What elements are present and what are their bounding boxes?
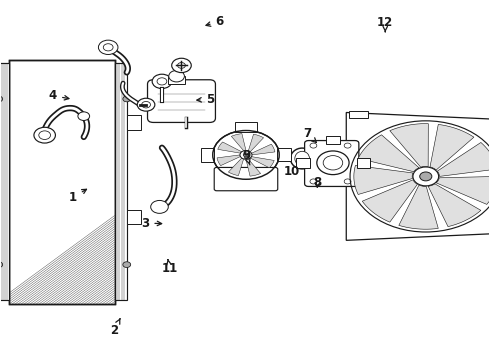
Ellipse shape	[295, 151, 310, 166]
Polygon shape	[428, 184, 481, 227]
Circle shape	[98, 40, 118, 54]
Circle shape	[34, 127, 55, 143]
Circle shape	[310, 179, 317, 184]
Circle shape	[0, 262, 2, 267]
Text: 1: 1	[69, 189, 87, 204]
Polygon shape	[246, 159, 261, 176]
Circle shape	[172, 58, 191, 73]
Polygon shape	[354, 166, 413, 194]
Circle shape	[152, 74, 171, 89]
Text: 8: 8	[313, 176, 321, 189]
Circle shape	[169, 71, 184, 82]
Circle shape	[244, 153, 248, 157]
Circle shape	[420, 172, 432, 181]
Bar	[200, 148, 214, 162]
Bar	[277, 148, 292, 161]
Circle shape	[310, 143, 317, 148]
Polygon shape	[218, 142, 242, 153]
Bar	[349, 111, 368, 118]
Circle shape	[344, 179, 351, 184]
Bar	[296, 158, 310, 168]
Polygon shape	[438, 143, 490, 176]
Bar	[357, 158, 369, 168]
Bar	[168, 76, 185, 84]
Text: 12: 12	[377, 16, 393, 32]
Polygon shape	[231, 134, 246, 151]
Circle shape	[240, 150, 252, 159]
Polygon shape	[217, 155, 241, 166]
FancyBboxPatch shape	[147, 80, 216, 122]
Circle shape	[123, 96, 131, 102]
Bar	[9, 60, 115, 304]
Text: 11: 11	[162, 260, 178, 275]
Text: 10: 10	[284, 165, 300, 178]
FancyBboxPatch shape	[305, 140, 359, 186]
Text: 3: 3	[141, 216, 162, 230]
Circle shape	[344, 143, 351, 148]
Polygon shape	[436, 176, 490, 204]
Text: 2: 2	[110, 319, 120, 337]
Polygon shape	[228, 158, 244, 176]
Bar	[0, 63, 9, 300]
Bar	[127, 210, 142, 224]
Circle shape	[0, 96, 2, 102]
Ellipse shape	[291, 148, 314, 169]
Bar	[235, 122, 257, 132]
Bar	[127, 115, 142, 130]
Circle shape	[78, 112, 90, 121]
Polygon shape	[346, 112, 490, 240]
Text: 6: 6	[206, 15, 224, 28]
FancyBboxPatch shape	[214, 167, 278, 191]
Circle shape	[123, 262, 131, 267]
Bar	[326, 136, 340, 144]
Circle shape	[213, 131, 279, 179]
Polygon shape	[251, 144, 275, 155]
Circle shape	[137, 98, 155, 111]
Polygon shape	[390, 123, 428, 167]
Text: 7: 7	[303, 127, 317, 143]
Text: 5: 5	[197, 93, 214, 106]
Polygon shape	[399, 185, 438, 229]
Text: 4: 4	[49, 89, 69, 102]
Bar	[115, 63, 127, 300]
Circle shape	[413, 167, 439, 186]
Polygon shape	[358, 135, 419, 172]
Polygon shape	[362, 180, 417, 222]
Polygon shape	[248, 134, 264, 152]
Circle shape	[151, 201, 168, 213]
Polygon shape	[430, 125, 474, 170]
Circle shape	[157, 78, 167, 85]
Polygon shape	[250, 157, 274, 168]
Text: 9: 9	[243, 149, 250, 165]
Bar	[9, 60, 115, 304]
